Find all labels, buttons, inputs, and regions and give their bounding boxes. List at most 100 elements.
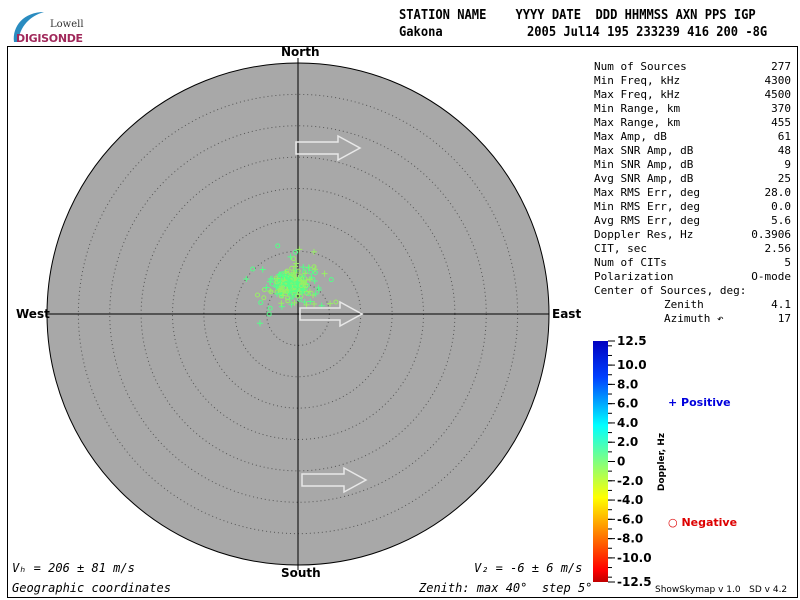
legend-positive-label: Positive: [681, 396, 731, 409]
source-point-positive: [273, 283, 280, 290]
stat-value: 4300: [764, 74, 792, 87]
arrow-middle: [299, 300, 364, 328]
center-title-row: Center of Sources, deg:: [594, 284, 791, 298]
colorbar-title: Doppler, Hz: [657, 432, 667, 492]
legend-negative-label: Negative: [681, 516, 738, 529]
stat-value: O-mode: [751, 270, 791, 283]
label-east: East: [552, 307, 582, 321]
stat-row: Num of CITs 5: [594, 256, 791, 270]
source-point-negative: [279, 292, 285, 298]
stat-label: Num of CITs: [594, 256, 667, 269]
source-point-negative: [283, 281, 289, 287]
stat-row: Max Freq, kHz 4500: [594, 88, 791, 102]
source-point-positive: [280, 292, 287, 299]
arrow-lower: [301, 466, 368, 494]
source-point-positive: [306, 276, 313, 283]
source-point-positive: [288, 301, 295, 308]
stat-row: Doppler Res, Hz 0.3906: [594, 228, 791, 242]
source-point-positive: [293, 260, 300, 267]
source-point-positive: [300, 287, 307, 294]
stat-value: 48: [777, 144, 791, 157]
source-point-negative: [278, 287, 284, 293]
source-point-negative: [285, 295, 291, 301]
source-point-negative: [308, 269, 314, 275]
center-azimuth-label: Azimuth ↶: [664, 312, 724, 325]
source-point-negative: [293, 249, 299, 255]
label-south: South: [281, 566, 321, 580]
horizontal-velocity: Vₕ = 206 ± 81 m/s: [12, 561, 135, 575]
colorbar-tick-label: -4.0: [617, 493, 643, 507]
source-point-negative: [290, 280, 296, 286]
stats-panel: Num of Sources 277 Min Freq, kHz 4300 Max Fr…: [594, 60, 791, 326]
header-values: 2005 Jul14 195 233239 416 200 -8G: [527, 25, 768, 40]
colorbar-tick-label: 0: [617, 455, 625, 469]
source-point-negative: [255, 292, 261, 298]
source-point-positive: [243, 276, 250, 283]
source-point-negative: [266, 311, 272, 317]
source-point-negative: [275, 243, 281, 249]
source-point-positive: [274, 275, 281, 282]
stat-label: Num of Sources: [594, 60, 687, 73]
source-point-positive: [306, 288, 313, 295]
stat-value: 0.0: [771, 200, 791, 213]
source-point-negative: [328, 277, 334, 283]
colorbar-tick-label: 4.0: [617, 416, 638, 430]
source-point-positive: [310, 292, 317, 299]
source-point-positive: [310, 248, 317, 255]
stat-label: Doppler Res, Hz: [594, 228, 694, 241]
vertical-velocity: V₂ = -6 ± 6 m/s: [474, 561, 583, 575]
source-point-positive: [294, 279, 301, 286]
stat-value: 277: [771, 60, 791, 73]
source-point-positive: [311, 266, 318, 273]
source-point-negative: [297, 273, 303, 279]
center-zenith-value: 4.1: [771, 298, 791, 311]
center-azimuth-row: Azimuth ↶ 17: [594, 312, 791, 326]
stat-value: 455: [771, 116, 791, 129]
logo-text-lowell: Lowell: [50, 19, 84, 30]
source-point-negative: [258, 300, 264, 306]
source-point-positive: [267, 288, 274, 295]
stat-row: Max Range, km 455: [594, 116, 791, 130]
logo-text-digisonde: DIGISONDE: [16, 32, 83, 45]
stat-row: Polarization O-mode: [594, 270, 791, 284]
colorbar-tick-label: 8.0: [617, 377, 638, 391]
stat-value: 4500: [764, 88, 792, 101]
colorbar-tick-label: 10.0: [617, 358, 647, 372]
stat-label: Max Freq, kHz: [594, 88, 681, 101]
source-point-negative: [267, 305, 273, 311]
source-point-positive: [300, 280, 307, 287]
center-zenith-row: Zenith 4.1: [594, 298, 791, 312]
stat-label: Polarization: [594, 270, 674, 283]
source-point-negative: [295, 268, 301, 274]
source-point-positive: [311, 301, 318, 308]
source-point-positive: [287, 253, 294, 260]
stat-row: Min Range, km 370: [594, 102, 791, 116]
center-title: Center of Sources, deg:: [594, 284, 747, 297]
stat-label: Min Freq, kHz: [594, 74, 681, 87]
stat-label: Min SNR Amp, dB: [594, 158, 694, 171]
stat-label: Min RMS Err, deg: [594, 200, 700, 213]
source-point-positive: [302, 270, 309, 277]
source-point-negative: [291, 273, 297, 279]
center-azimuth-value: 17: [777, 312, 791, 325]
source-point-positive: [277, 273, 284, 280]
source-point-positive: [256, 320, 263, 327]
source-point-negative: [284, 288, 290, 294]
source-point-positive: [311, 278, 318, 285]
source-point-negative: [311, 264, 317, 270]
source-point-negative: [268, 289, 274, 295]
stat-row: Avg SNR Amp, dB 25: [594, 172, 791, 186]
source-point-positive: [292, 263, 299, 270]
stat-label: Max RMS Err, deg: [594, 186, 700, 199]
stat-row: CIT, sec 2.56: [594, 242, 791, 256]
center-zenith-label: Zenith: [664, 298, 704, 311]
source-point-positive: [321, 270, 328, 277]
stat-value: 370: [771, 102, 791, 115]
stat-row: Min Freq, kHz 4300: [594, 74, 791, 88]
stat-label: Max SNR Amp, dB: [594, 144, 694, 157]
stat-value: 2.56: [764, 242, 792, 255]
source-point-negative: [269, 281, 275, 287]
colorbar-tick-label: 6.0: [617, 397, 638, 411]
stat-label: Avg RMS Err, deg: [594, 214, 700, 227]
